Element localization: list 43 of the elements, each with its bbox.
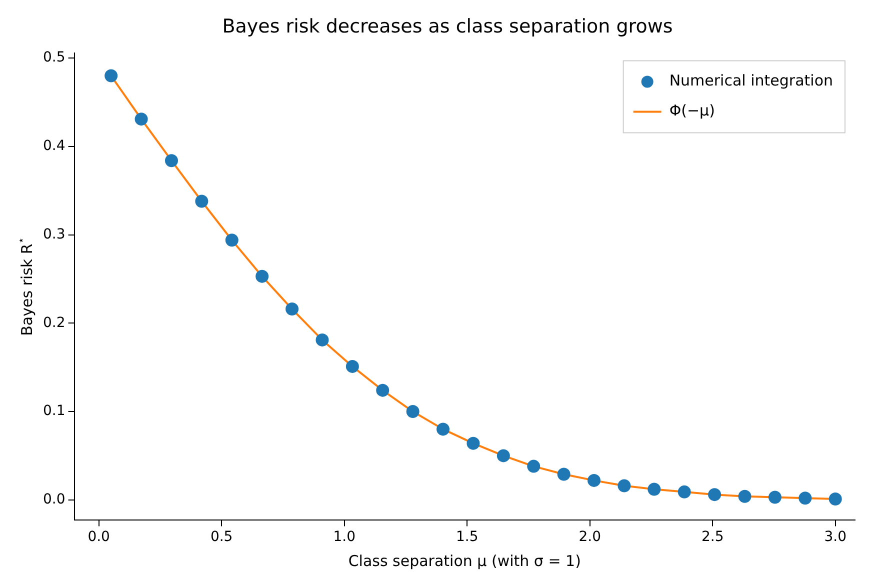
point: [286, 302, 299, 316]
point: [376, 384, 390, 397]
point: [134, 112, 148, 126]
point: [527, 460, 540, 473]
y-axis-title: Bayes risk R⋆: [16, 237, 36, 336]
point: [104, 69, 118, 82]
chart-title: Bayes risk decreases as class separation grows: [222, 15, 673, 38]
y-tick-label: 0.1: [43, 403, 66, 420]
point: [225, 234, 238, 247]
x-axis-title: Class separation μ (with σ = 1): [348, 552, 581, 570]
x-tick-label: 3.0: [824, 529, 846, 546]
x-tick-label: 1.0: [333, 529, 356, 546]
legend-label: Numerical integration: [669, 72, 834, 90]
point: [798, 492, 812, 505]
legend-label: Φ(−μ): [669, 102, 715, 120]
y-tick-label: 0.2: [43, 314, 66, 331]
point: [708, 488, 722, 502]
x-tick-label: 0.0: [88, 529, 110, 546]
point: [557, 468, 570, 481]
point: [164, 154, 178, 168]
point: [496, 449, 510, 462]
point: [346, 360, 359, 373]
point: [436, 422, 450, 436]
y-tick-label: 0.4: [43, 138, 66, 154]
point: [678, 485, 691, 498]
y-tick-label: 0.5: [43, 50, 66, 66]
point: [406, 405, 420, 418]
point: [588, 474, 601, 487]
point: [316, 333, 329, 346]
y-tick-label: 0.3: [43, 226, 66, 242]
point: [738, 490, 752, 503]
x-tick-label: 2.5: [701, 529, 724, 546]
point: [195, 194, 208, 208]
x-tick-label: 1.5: [456, 529, 478, 546]
point: [648, 482, 661, 496]
point: [466, 436, 480, 450]
x-tick-label: 0.5: [210, 529, 233, 546]
point: [256, 270, 269, 283]
point: [828, 492, 842, 506]
x-tick-label: 2.0: [578, 529, 601, 546]
point: [768, 490, 782, 504]
point: [618, 479, 631, 492]
y-tick-label: 0.0: [43, 492, 66, 508]
